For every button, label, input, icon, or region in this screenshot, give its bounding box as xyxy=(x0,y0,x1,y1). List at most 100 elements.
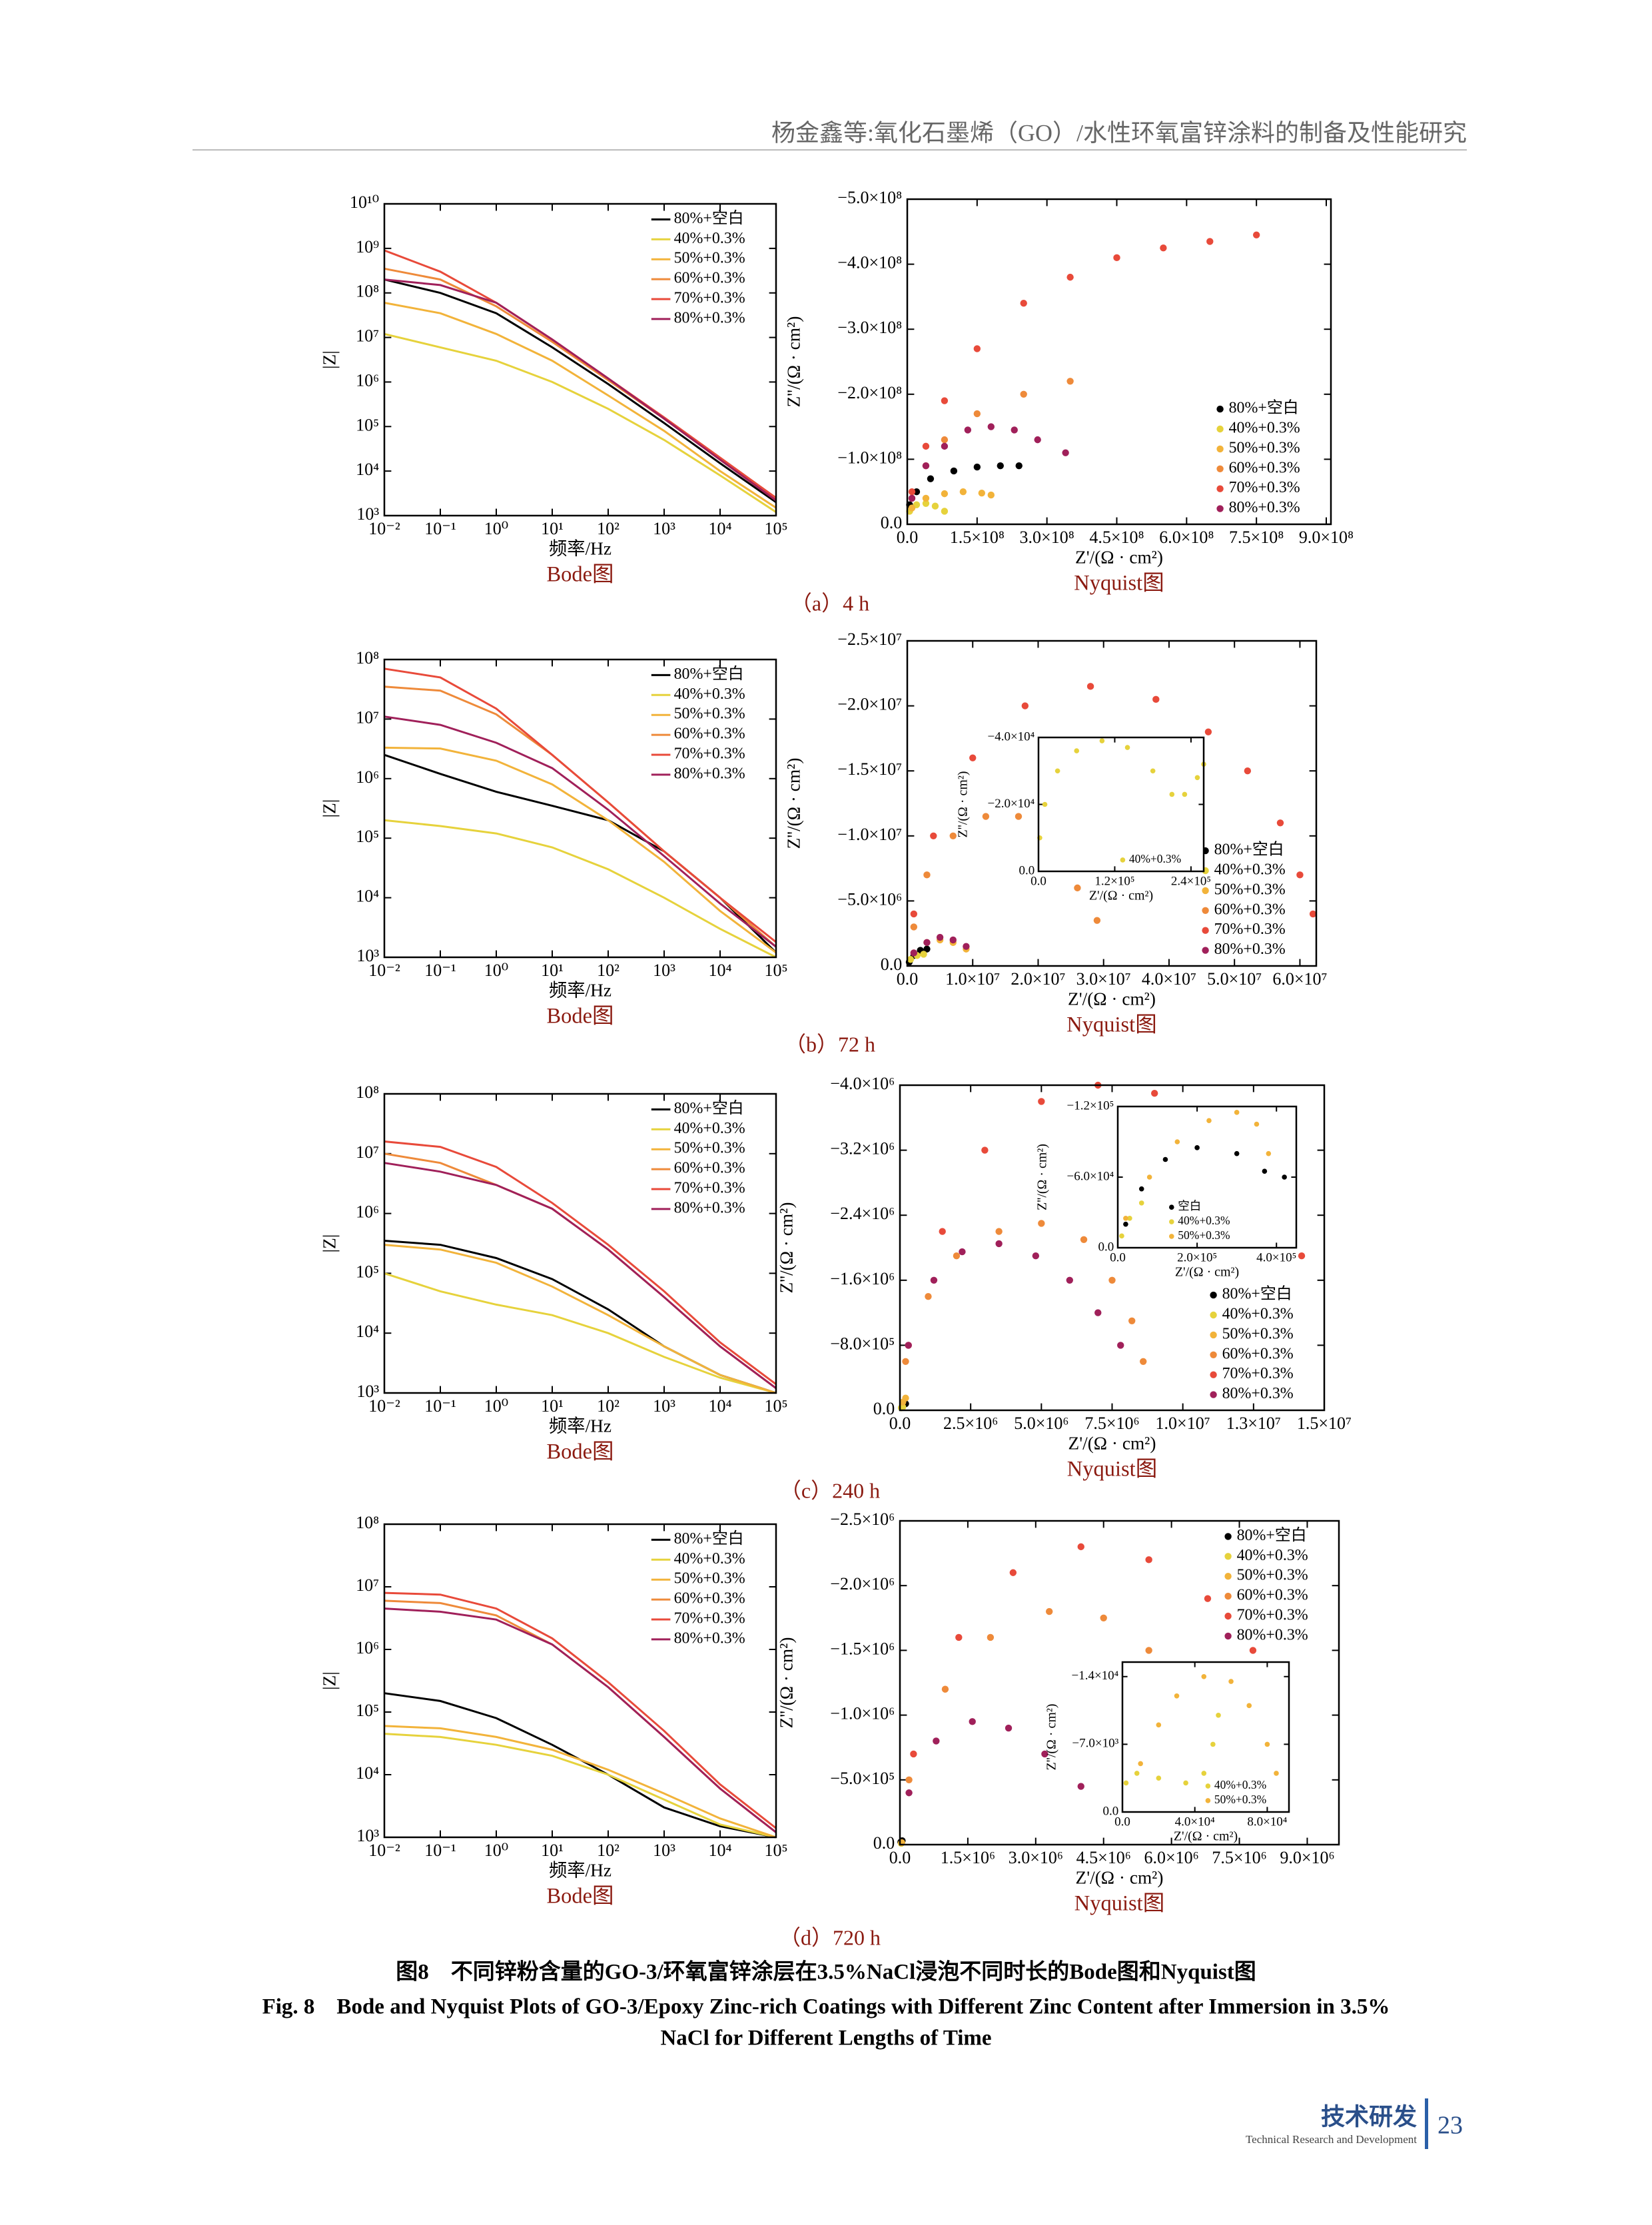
chart: 10⁻² 10⁻¹ 10⁰ 10¹ 10² 10³ 10⁴ 10⁵ 10³ 10⁴ 10⁵ 10⁶ 10… xyxy=(319,1513,787,1908)
point xyxy=(1145,1556,1152,1563)
point xyxy=(973,463,981,471)
y-tick-label: −4.0×10⁴ xyxy=(987,729,1034,743)
point xyxy=(922,462,930,470)
legend-swatch xyxy=(1216,405,1224,413)
point xyxy=(1262,1168,1268,1174)
footer-section: 技术研发 xyxy=(1321,2103,1417,2130)
plot-frame xyxy=(383,1523,777,1839)
legend-label: 50%+0.3% xyxy=(1178,1228,1230,1242)
point xyxy=(1093,917,1101,924)
point xyxy=(1228,1679,1234,1684)
legend-label: 80%+空白 xyxy=(674,665,744,683)
y-tick-label: 0.0 xyxy=(881,955,903,974)
figure-caption-zh: 图8 不同锌粉含量的GO-3/环氧富锌涂层在3.5%NaCl浸泡不同时长的Bod… xyxy=(396,1959,1256,1985)
point xyxy=(1015,462,1023,470)
x-axis-title: Z'/(Ω · cm²) xyxy=(1076,1867,1164,1887)
legend-swatch xyxy=(1205,1798,1211,1803)
running-header: 杨金鑫等:氧化石墨烯（GO）/水性环氧富锌涂料的制备及性能研究 xyxy=(771,119,1467,146)
point xyxy=(941,490,949,498)
x-axis-title: Z'/(Ω · cm²) xyxy=(1089,889,1153,903)
x-tick-label: 4.0×10⁴ xyxy=(1175,1815,1215,1829)
y-axis-title: |Z| xyxy=(319,350,339,369)
x-tick-label: 7.5×10⁶ xyxy=(1212,1848,1266,1867)
line xyxy=(384,819,777,959)
x-tick-label: 0.0 xyxy=(1031,875,1046,889)
line xyxy=(384,1607,777,1833)
legend-label: 50%+0.3% xyxy=(1214,1793,1266,1806)
point xyxy=(1160,244,1167,252)
legend-label: 40%+0.3% xyxy=(1214,1778,1266,1791)
legend-swatch xyxy=(1216,485,1224,492)
chart: 0.0 4.0×10⁴ 8.0×10⁴ 0.0 −7.0×10³ −1.4×10⁴ 40%+… xyxy=(1044,1661,1290,1844)
x-tick-label: 10⁰ xyxy=(484,1841,508,1860)
point xyxy=(982,813,990,820)
point xyxy=(1169,791,1175,797)
x-tick-label: 10¹ xyxy=(541,1396,564,1416)
point xyxy=(981,1146,989,1154)
x-tick-label: 10⁵ xyxy=(764,1396,787,1416)
legend-swatch xyxy=(1205,1783,1211,1789)
y-tick-label: −1.4×10⁴ xyxy=(1071,1669,1118,1683)
y-axis-title: Z''/(Ω · cm²) xyxy=(783,758,803,849)
point xyxy=(1077,1543,1084,1551)
footer-bar xyxy=(1425,2098,1428,2149)
legend-label: 80%+0.3% xyxy=(674,1199,745,1216)
x-tick-label: 10⁻² xyxy=(368,519,400,538)
x-tick-label: 9.0×10⁶ xyxy=(1280,1848,1334,1867)
legend-label: 80%+0.3% xyxy=(674,765,745,782)
point xyxy=(1124,745,1130,750)
point xyxy=(1140,1358,1147,1365)
y-tick-label: 10³ xyxy=(356,504,379,524)
x-tick-label: 4.0×10⁷ xyxy=(1142,969,1196,989)
point xyxy=(1005,1724,1013,1732)
x-axis-title: Z'/(Ω · cm²) xyxy=(1075,547,1163,567)
x-tick-label: 10³ xyxy=(653,519,675,538)
point xyxy=(1062,449,1069,456)
x-tick-label: 4.0×10⁵ xyxy=(1256,1251,1296,1265)
point xyxy=(908,488,916,496)
legend-label: 70%+0.3% xyxy=(674,1609,745,1627)
y-tick-label: 0.0 xyxy=(873,1833,895,1853)
point xyxy=(1011,426,1018,434)
legend-label: 80%+0.3% xyxy=(674,1629,745,1647)
point xyxy=(1156,1722,1162,1728)
point xyxy=(923,871,931,879)
x-tick-label: 0.0 xyxy=(1110,1251,1126,1265)
point xyxy=(910,910,918,918)
legend-label: 70%+0.3% xyxy=(674,745,745,762)
point xyxy=(978,489,986,497)
point xyxy=(1194,1145,1200,1150)
y-tick-label: 10⁷ xyxy=(356,1575,379,1595)
point xyxy=(1162,1156,1168,1162)
legend-swatch xyxy=(1210,1331,1217,1339)
x-tick-label: 0.0 xyxy=(889,1414,911,1433)
x-tick-label: 3.0×10⁷ xyxy=(1076,969,1131,989)
point xyxy=(1042,801,1048,807)
point xyxy=(1201,1771,1207,1776)
point xyxy=(1194,775,1200,781)
plot-frame xyxy=(899,1084,1326,1412)
y-tick-label: 10⁸ xyxy=(356,648,379,668)
x-tick-label: 6.0×10⁸ xyxy=(1159,528,1214,547)
x-tick-label: 10⁰ xyxy=(484,519,508,538)
point xyxy=(1266,1150,1272,1156)
point xyxy=(902,1394,909,1402)
point xyxy=(941,442,949,450)
y-tick-label: −2.0×10⁷ xyxy=(837,695,902,714)
y-tick-label: 10⁸ xyxy=(356,1513,379,1532)
legend-swatch xyxy=(1202,947,1209,954)
y-tick-label: −2.4×10⁶ xyxy=(830,1204,895,1223)
chart-caption: Bode图 xyxy=(546,1884,614,1908)
plot-frame xyxy=(899,1520,1340,1846)
y-tick-label: −4.0×10⁶ xyxy=(830,1074,895,1093)
point xyxy=(1066,273,1074,281)
x-tick-label: 1.5×10⁶ xyxy=(941,1848,995,1867)
x-tick-label: 10⁴ xyxy=(708,961,731,980)
legend-label: 80%+空白 xyxy=(1229,399,1299,417)
x-axis-title: 频率/Hz xyxy=(549,1416,612,1436)
chart: 10⁻² 10⁻¹ 10⁰ 10¹ 10² 10³ 10⁴ 10⁵ 10³ 10⁴ 10⁵ 10⁶ 10… xyxy=(319,193,787,586)
panel-label: （c）240 h xyxy=(780,1478,880,1502)
point xyxy=(987,491,995,499)
